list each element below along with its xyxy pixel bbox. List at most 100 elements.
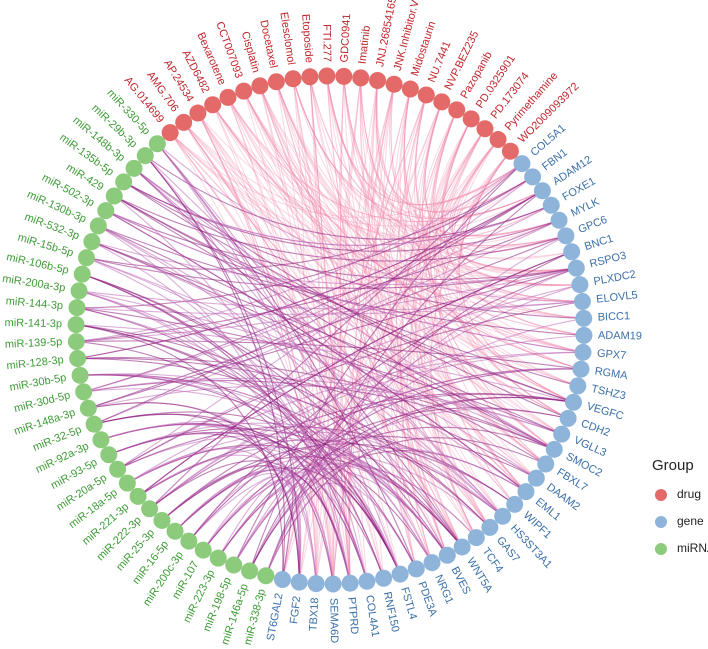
edge — [169, 132, 537, 479]
edge — [430, 150, 511, 538]
node — [136, 147, 154, 165]
edge — [105, 210, 577, 280]
edge — [281, 150, 511, 580]
node — [438, 546, 456, 564]
edge — [91, 241, 537, 479]
node — [115, 173, 133, 191]
node-label: NRG1 — [432, 573, 455, 606]
edge — [378, 128, 486, 579]
legend-key — [655, 489, 667, 501]
node-label: SEMA6D — [327, 598, 340, 643]
edge — [144, 155, 504, 517]
node — [204, 96, 222, 114]
edge — [123, 181, 584, 319]
edge — [144, 155, 351, 584]
edge — [156, 143, 583, 303]
edge — [441, 139, 523, 220]
edge — [82, 273, 385, 579]
node — [489, 131, 507, 149]
edge — [127, 351, 584, 484]
edge — [197, 112, 491, 528]
node-label: FGF2 — [288, 595, 303, 624]
node-label: miR-128-3p — [6, 354, 64, 372]
node — [574, 343, 592, 361]
edge — [414, 94, 577, 272]
edge — [144, 155, 285, 580]
node — [225, 556, 243, 574]
node-label: Imatinib — [356, 25, 373, 65]
edge — [309, 76, 491, 528]
edge — [98, 225, 463, 548]
edge — [360, 77, 584, 319]
node — [453, 538, 471, 556]
node — [385, 75, 403, 93]
edge — [309, 76, 334, 584]
node-label: RSPO3 — [588, 250, 627, 271]
node — [481, 518, 499, 536]
node-label: VEGFC — [585, 400, 625, 422]
node — [68, 299, 86, 317]
node — [569, 377, 587, 395]
edge — [326, 75, 433, 563]
edge — [227, 97, 543, 223]
node — [567, 259, 585, 277]
node-label: miR-200a-3p — [1, 273, 66, 295]
edge — [78, 290, 351, 584]
edge — [315, 139, 499, 584]
edge — [459, 150, 577, 275]
edge — [292, 78, 543, 220]
node — [67, 316, 85, 334]
edge — [212, 104, 567, 249]
edge — [217, 447, 527, 559]
node — [527, 469, 545, 487]
edge — [430, 150, 511, 538]
edge — [343, 76, 560, 236]
node — [423, 554, 441, 572]
node — [571, 276, 589, 294]
node — [166, 522, 184, 540]
edge — [451, 139, 567, 253]
edge — [156, 143, 401, 575]
node — [83, 233, 101, 251]
edge — [436, 128, 523, 217]
edge — [275, 81, 583, 302]
legend: Group drug gene miRNA — [652, 457, 708, 555]
edge — [451, 139, 567, 253]
edge — [424, 101, 577, 272]
edge — [326, 75, 433, 563]
node — [545, 440, 563, 458]
edge — [390, 84, 574, 403]
node-label: BNC1 — [583, 233, 615, 253]
node-label: miR-139-5p — [5, 336, 63, 351]
node — [109, 460, 127, 478]
node-label: TSHZ3 — [590, 383, 627, 402]
edge — [80, 374, 401, 575]
edge — [442, 118, 585, 336]
edge — [86, 257, 577, 289]
edge — [332, 128, 486, 585]
node-label: miR-141-3p — [4, 317, 62, 330]
node-label: miR-30b-5p — [9, 372, 68, 394]
edge — [292, 78, 543, 220]
edge — [105, 210, 584, 353]
node — [358, 572, 376, 590]
edge — [375, 80, 533, 213]
edge — [156, 143, 448, 556]
node — [235, 82, 253, 100]
edge — [76, 341, 351, 584]
edge — [91, 241, 577, 286]
edge — [457, 150, 569, 419]
node — [267, 73, 285, 91]
node — [573, 292, 591, 310]
edge — [326, 75, 543, 219]
node-label: Docetaxel — [257, 19, 279, 69]
edge — [169, 132, 580, 287]
edge — [423, 128, 486, 538]
node — [209, 549, 227, 567]
edge — [382, 84, 463, 548]
node-label: FSTL4 — [398, 586, 419, 621]
edge — [76, 219, 560, 343]
edge — [80, 374, 448, 556]
node — [257, 567, 275, 585]
edge — [434, 109, 582, 370]
